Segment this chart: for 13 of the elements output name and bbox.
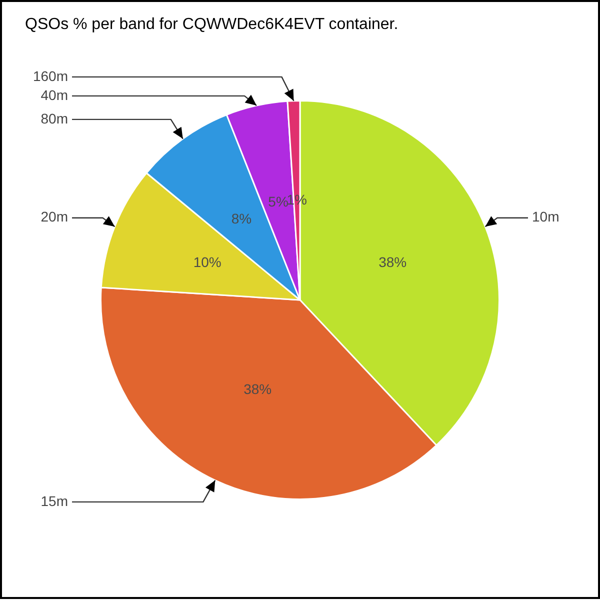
- data-label: 8%: [231, 210, 252, 226]
- slice-label: 15m: [40, 492, 68, 509]
- data-label: 10%: [193, 254, 222, 270]
- data-label: 38%: [378, 254, 407, 270]
- data-label: 1%: [286, 191, 307, 208]
- slice-label: 160m: [32, 68, 68, 84]
- slice-label: 80m: [40, 110, 68, 126]
- chart-title: QSOs % per band for CQWWDec6K4EVT container.: [25, 16, 398, 34]
- slice-label: 20m: [40, 208, 68, 225]
- data-label: 5%: [268, 194, 288, 210]
- data-label: 38%: [244, 381, 272, 398]
- slice-label: 10m: [532, 208, 560, 225]
- slice-label: 40m: [40, 86, 68, 103]
